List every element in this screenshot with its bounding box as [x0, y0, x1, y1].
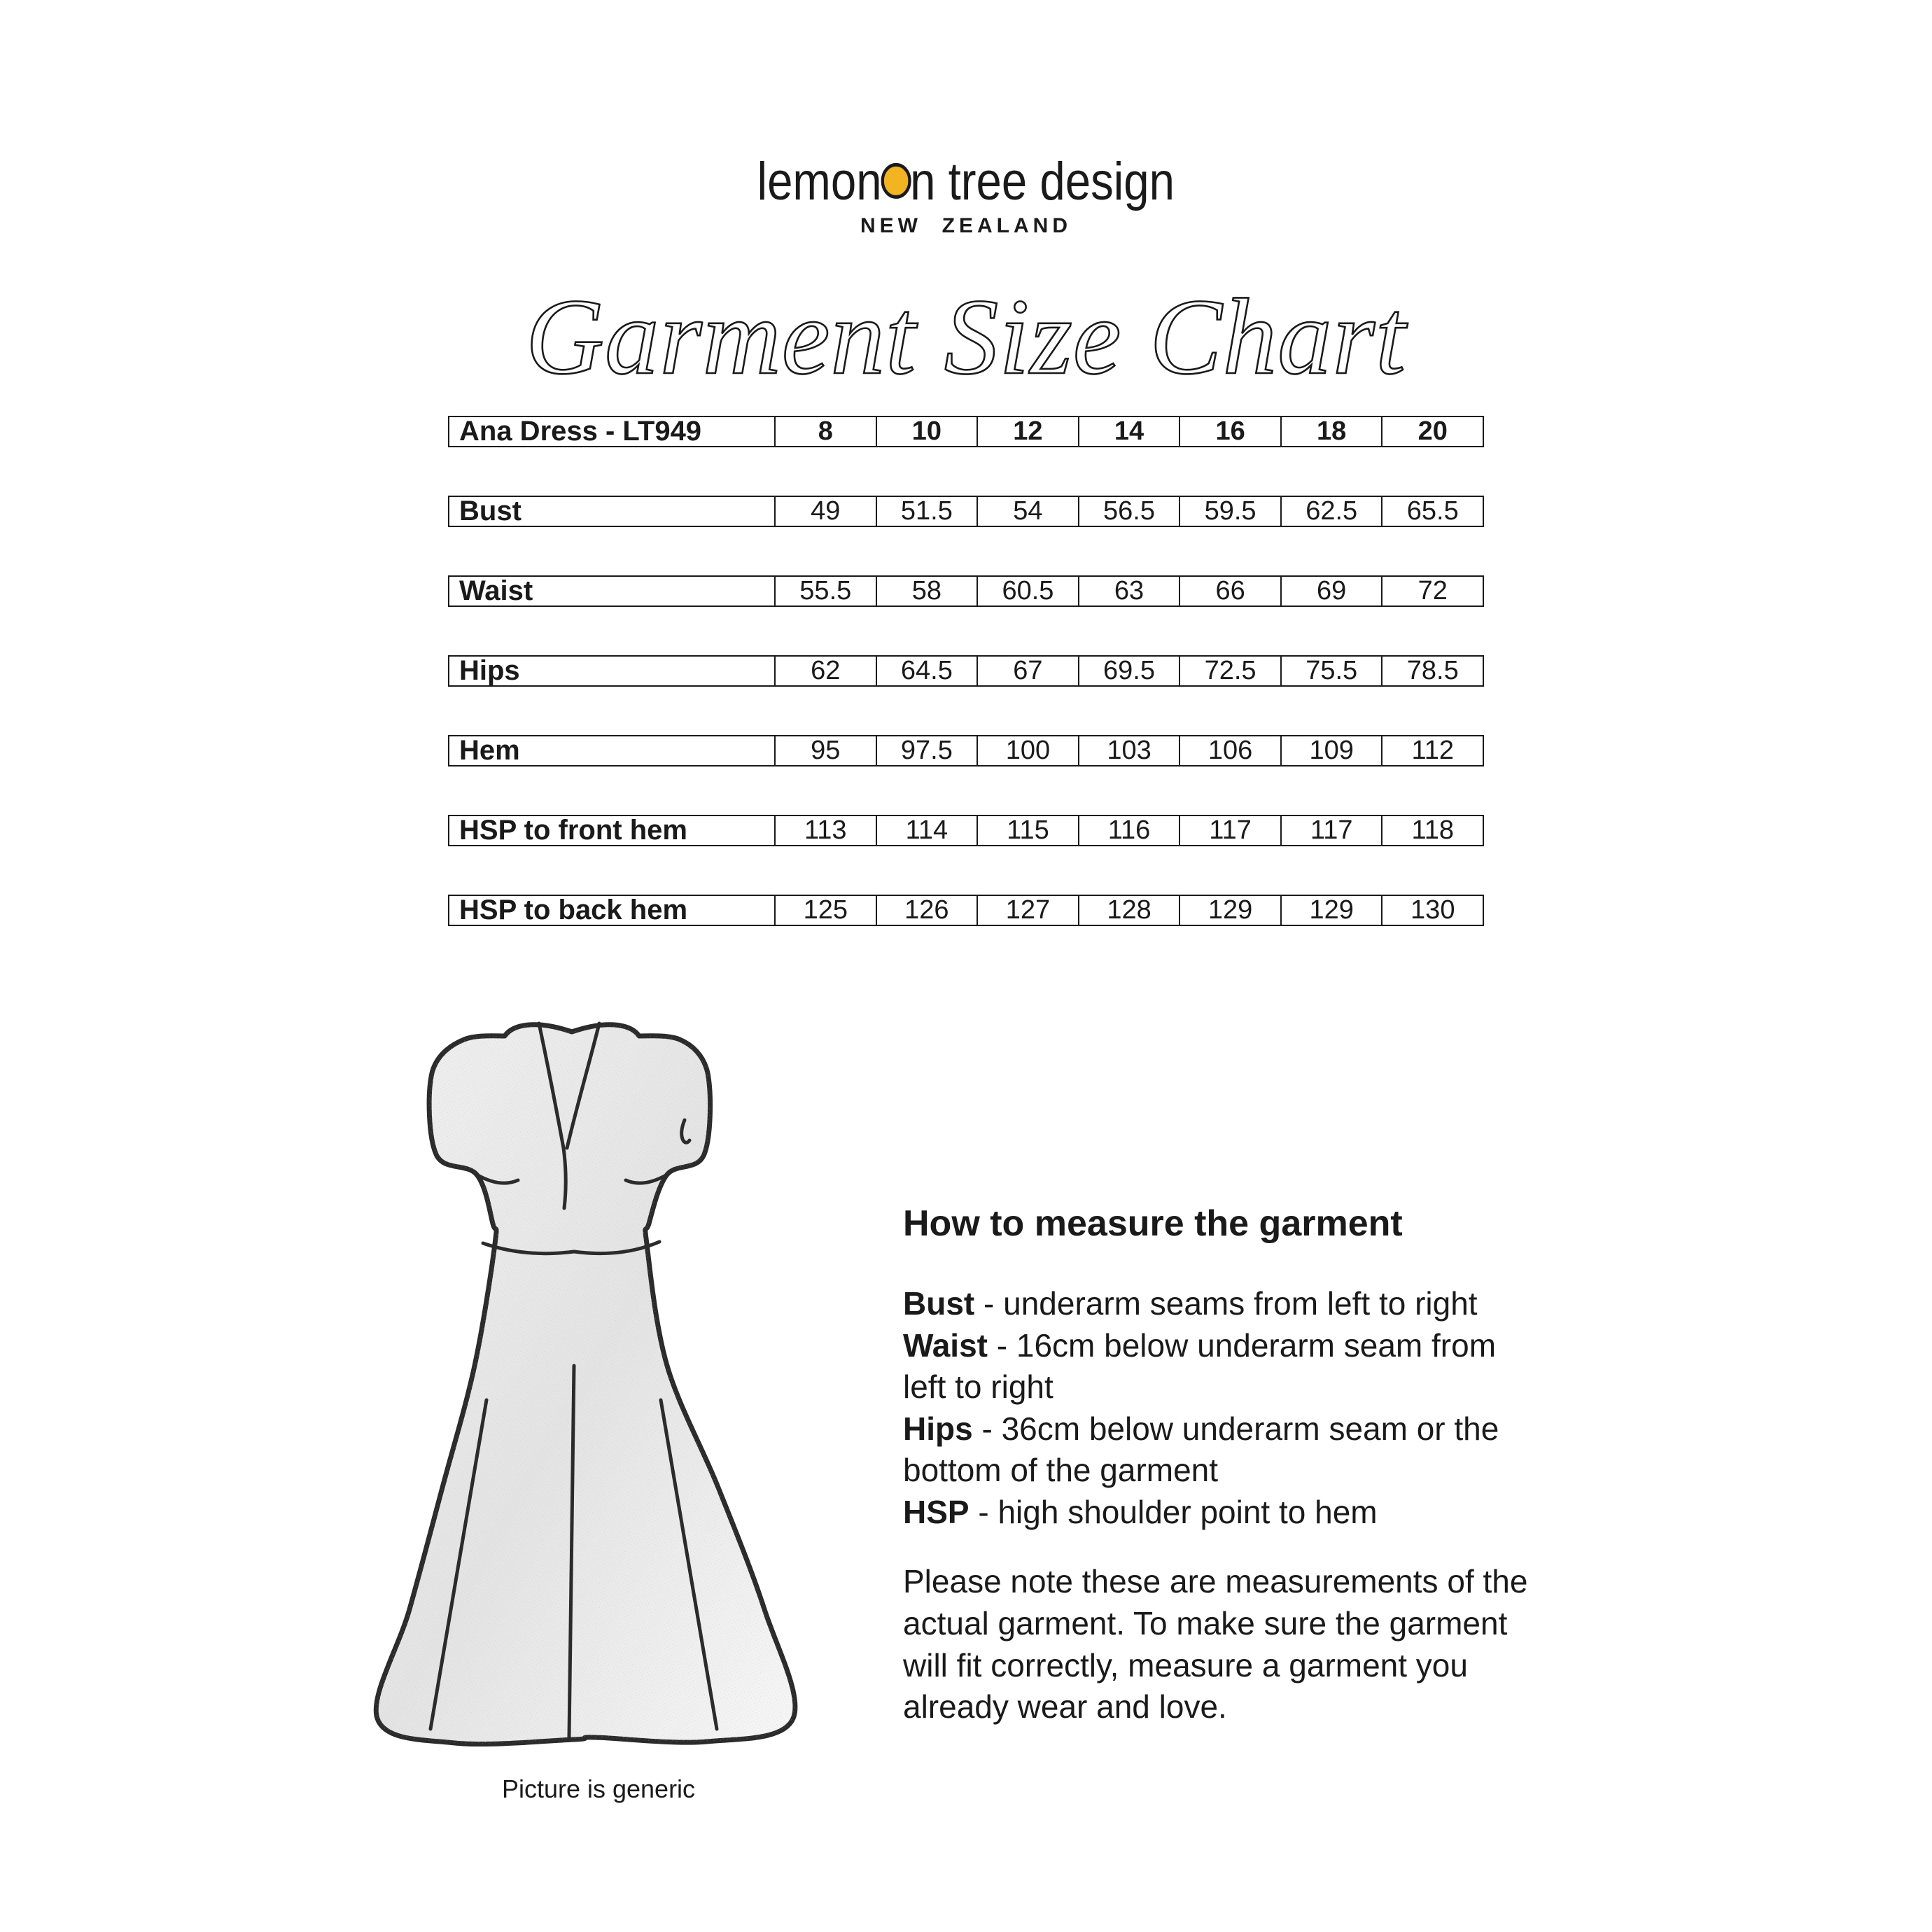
svg-text:Garment Size Chart: Garment Size Chart [526, 276, 1408, 397]
